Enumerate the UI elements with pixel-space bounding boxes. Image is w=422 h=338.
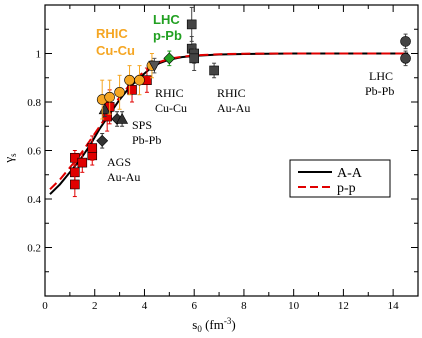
annotation-label: Cu-Cu <box>155 101 187 115</box>
y-tick-label: 0.6 <box>27 146 41 158</box>
y-tick-label: 1 <box>36 49 42 61</box>
annotation-label: Cu-Cu <box>96 43 135 58</box>
marker-triangle-down <box>148 60 161 72</box>
x-axis-title: s0 (fm-3) <box>192 316 235 334</box>
annotations: RHICCu-CuLHCp-PbRHICCu-CuRHICAu-AuSPSPb-… <box>96 12 394 184</box>
annotation-label: p-Pb <box>153 28 182 43</box>
marker-circle <box>400 53 411 64</box>
marker-circle <box>400 36 411 47</box>
legend: A-A p-p <box>289 159 391 198</box>
data-points <box>70 6 411 198</box>
y-tick-label: 0.8 <box>27 97 41 109</box>
marker-square <box>87 143 98 153</box>
annotation-label: LHC <box>369 69 393 83</box>
marker-square <box>77 157 88 168</box>
annotation-label: Au-Au <box>107 170 140 184</box>
annotation-label: SPS <box>132 118 152 132</box>
marker-circle <box>134 74 145 86</box>
annotation-label: RHIC <box>96 26 128 41</box>
x-tick-label: 6 <box>191 300 197 312</box>
marker-triangle <box>116 112 129 124</box>
x-tick-label: 4 <box>142 300 148 312</box>
annotation-label: RHIC <box>217 86 246 100</box>
marker-circle <box>124 74 135 86</box>
marker-diamond <box>163 52 176 65</box>
annotation-label: LHC <box>153 12 180 27</box>
curve-a-a <box>49 52 409 195</box>
x-tick-label: 8 <box>241 300 247 312</box>
annotation-label: Pb-Pb <box>365 84 394 98</box>
annotation-label: Au-Au <box>217 101 250 115</box>
annotation-label: Pb-Pb <box>132 133 161 147</box>
x-tick-label: 14 <box>388 300 400 312</box>
x-tick-label: 0 <box>42 300 48 312</box>
annotation-label: AGS <box>107 155 131 169</box>
x-tick-label: 2 <box>92 300 98 312</box>
legend-box <box>289 159 391 198</box>
y-tick-label: 0.4 <box>27 194 41 206</box>
marker-diamond <box>96 134 109 147</box>
y-tick-label: 0.2 <box>27 243 41 255</box>
marker-square <box>70 179 80 190</box>
legend-label-a-a: A-A <box>337 166 363 181</box>
marker-circle <box>104 91 115 103</box>
marker-circle <box>114 87 125 98</box>
marker-square <box>186 19 197 30</box>
marker-square <box>209 65 219 76</box>
y-ticks: 0.2 0.4 0.6 0.8 1 <box>27 28 418 273</box>
x-tick-label: 10 <box>288 300 300 312</box>
y-axis-title: γs <box>1 153 18 164</box>
marker-square <box>189 53 199 64</box>
marker-square <box>127 85 137 95</box>
x-ticks: 0 2 4 6 8 10 12 14 <box>42 5 399 312</box>
annotation-label: RHIC <box>155 86 184 100</box>
legend-label-p-p: p-p <box>337 181 356 196</box>
x-tick-label: 12 <box>338 300 349 312</box>
